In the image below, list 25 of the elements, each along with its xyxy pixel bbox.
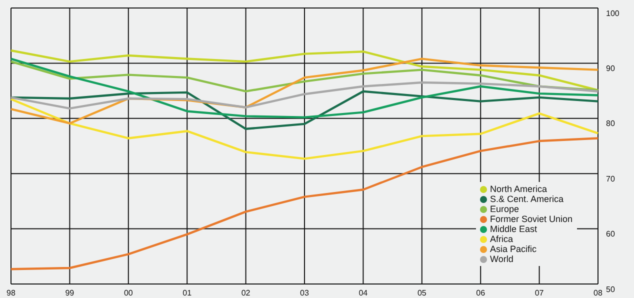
legend-label: Africa (490, 234, 514, 244)
legend-label: Middle East (490, 224, 538, 234)
legend-label: S.& Cent. America (490, 194, 564, 204)
x-tick-label: 99 (65, 288, 75, 298)
x-tick-label: 98 (6, 288, 16, 298)
legend-label: Europe (490, 204, 520, 214)
x-tick-label: 00 (124, 288, 134, 298)
x-tick-label: 07 (534, 288, 544, 298)
y-tick-label: 80 (606, 119, 616, 128)
x-tick-label: 06 (476, 288, 486, 298)
y-tick-label: 70 (606, 174, 616, 184)
y-tick-label: 50 (606, 284, 616, 294)
y-tick-label: 60 (606, 230, 616, 239)
y-tick-label: 100 (606, 8, 620, 18)
legend-label: Asia Pacific (490, 244, 537, 254)
x-tick-label: 03 (300, 288, 310, 298)
y-tick-label: 90 (606, 64, 616, 74)
legend-label: North America (490, 184, 548, 194)
x-tick-label: 08 (594, 288, 603, 298)
x-tick-label: 05 (417, 288, 427, 298)
x-tick-label: 01 (182, 288, 192, 298)
x-tick-label: 02 (241, 288, 251, 298)
legend-label: Former Soviet Union (490, 214, 573, 224)
x-tick-label: 04 (358, 288, 368, 298)
legend-label: World (490, 254, 514, 264)
